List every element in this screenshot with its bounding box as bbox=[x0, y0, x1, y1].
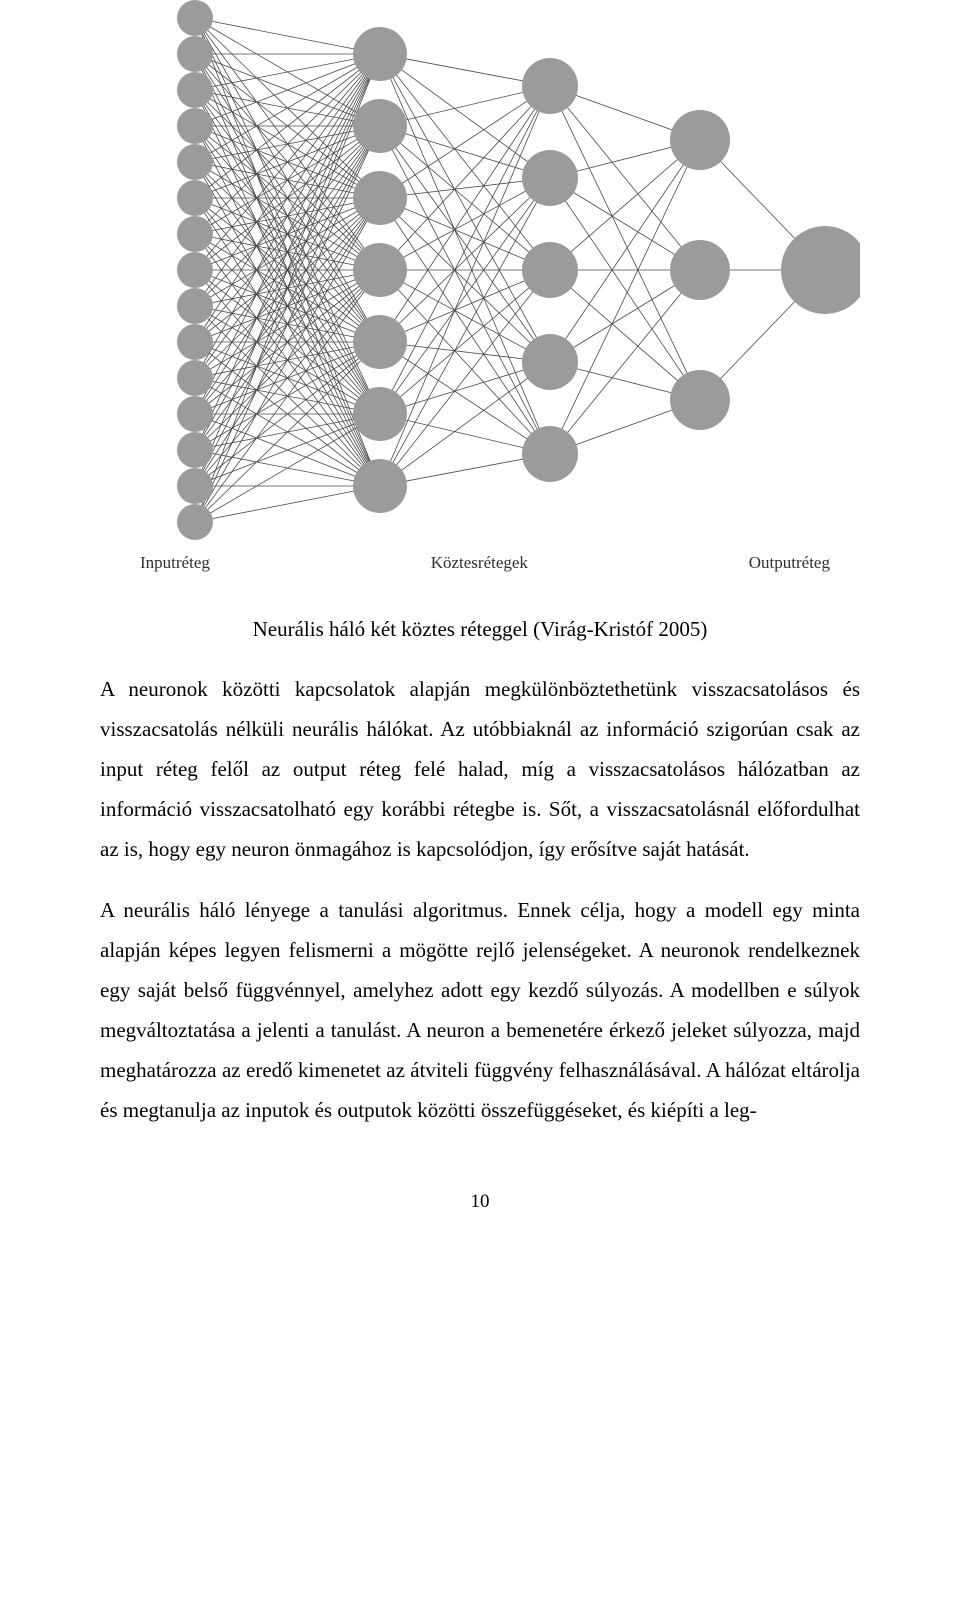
neuron-node bbox=[177, 72, 213, 108]
neuron-node bbox=[353, 243, 407, 297]
neuron-node bbox=[670, 240, 730, 300]
layer-labels-row: Inputréteg Köztesrétegek Outputréteg bbox=[100, 553, 860, 573]
neuron-node bbox=[353, 315, 407, 369]
neuron-node bbox=[353, 171, 407, 225]
neuron-node bbox=[781, 226, 860, 314]
neuron-node bbox=[177, 288, 213, 324]
network-svg bbox=[100, 0, 860, 540]
neuron-node bbox=[670, 110, 730, 170]
neuron-node bbox=[522, 150, 578, 206]
page-number: 10 bbox=[100, 1191, 860, 1213]
neuron-node bbox=[177, 180, 213, 216]
hidden-layers-label: Köztesrétegek bbox=[431, 553, 528, 573]
neural-network-diagram: Inputréteg Köztesrétegek Outputréteg bbox=[100, 0, 860, 573]
edges-group bbox=[195, 18, 825, 522]
neuron-node bbox=[177, 468, 213, 504]
neuron-node bbox=[177, 0, 213, 36]
neuron-node bbox=[177, 396, 213, 432]
neuron-node bbox=[177, 108, 213, 144]
body-paragraph-2: A neurális háló lényege a tanulási algor… bbox=[100, 891, 860, 1130]
neuron-node bbox=[177, 324, 213, 360]
neuron-node bbox=[177, 144, 213, 180]
neuron-node bbox=[353, 387, 407, 441]
body-paragraph-1: A neuronok közötti kapcsolatok alapján m… bbox=[100, 670, 860, 869]
input-layer-label: Inputréteg bbox=[140, 553, 210, 573]
neuron-node bbox=[670, 370, 730, 430]
neuron-node bbox=[522, 242, 578, 298]
neuron-node bbox=[177, 432, 213, 468]
neuron-node bbox=[522, 58, 578, 114]
neuron-node bbox=[522, 426, 578, 482]
neuron-node bbox=[177, 252, 213, 288]
figure-caption: Neurális háló két köztes réteggel (Virág… bbox=[100, 617, 860, 642]
neuron-node bbox=[353, 459, 407, 513]
neuron-node bbox=[177, 36, 213, 72]
neuron-node bbox=[353, 27, 407, 81]
output-layer-label: Outputréteg bbox=[749, 553, 830, 573]
page: Inputréteg Köztesrétegek Outputréteg Neu… bbox=[0, 0, 960, 1273]
neuron-node bbox=[177, 504, 213, 540]
neuron-node bbox=[177, 216, 213, 252]
neuron-node bbox=[353, 99, 407, 153]
neuron-node bbox=[522, 334, 578, 390]
neuron-node bbox=[177, 360, 213, 396]
